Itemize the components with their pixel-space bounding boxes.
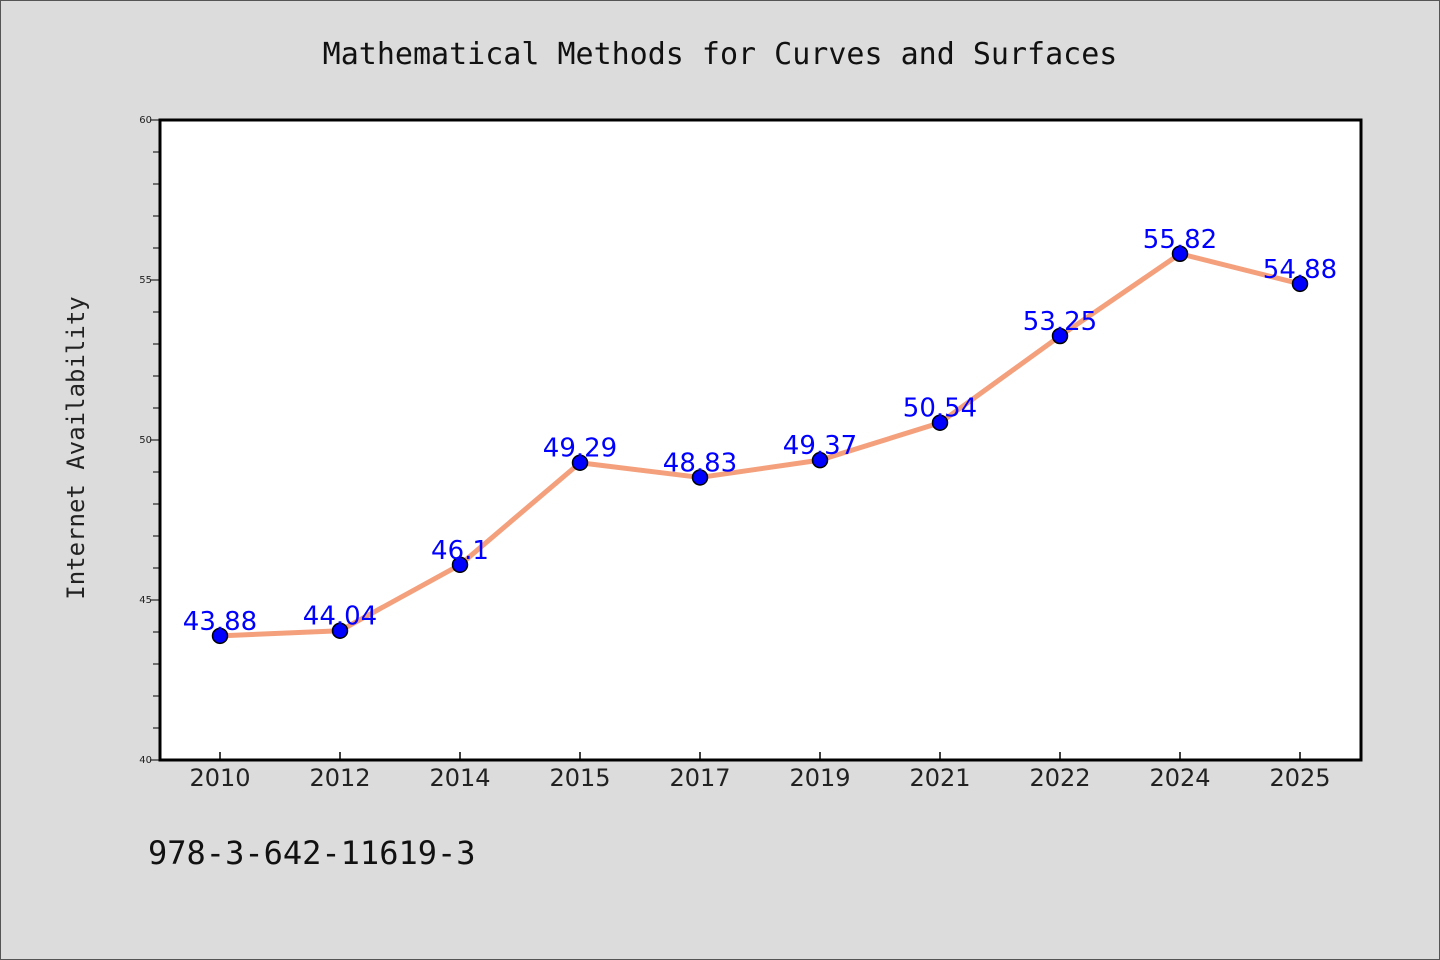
data-label: 55.82: [1143, 225, 1217, 255]
x-tick-label: 2021: [909, 764, 970, 792]
data-point: [1291, 275, 1309, 293]
data-markers: [211, 245, 1309, 645]
plot-area: [158, 118, 1363, 762]
data-label: 49.29: [543, 434, 617, 464]
y-tick-label: 40: [139, 755, 152, 766]
data-point: [571, 454, 589, 471]
data-point: [1171, 245, 1189, 263]
data-label: 48.83: [663, 448, 737, 478]
data-label: 44.04: [303, 602, 377, 632]
data-label: 49.37: [783, 431, 857, 461]
data-point: [1051, 327, 1069, 345]
chart-title: Mathematical Methods for Curves and Surf…: [323, 37, 1118, 72]
y-tick-label: 60: [139, 115, 152, 126]
x-tick-label: 2017: [669, 764, 730, 792]
x-tick-label: 2022: [1029, 764, 1090, 792]
x-tick-label: 2025: [1269, 764, 1330, 792]
data-label: 46.1: [431, 536, 489, 566]
x-tick-label: 2015: [549, 764, 610, 792]
data-point: [931, 414, 949, 431]
x-tick-label: 2024: [1149, 764, 1210, 792]
data-label: 43.88: [183, 607, 257, 637]
x-tick-label: 2010: [189, 764, 250, 792]
data-point: [451, 556, 469, 574]
y-tick-label: 45: [139, 595, 152, 606]
x-tick-label: 2014: [429, 764, 490, 792]
x-tick-label: 2012: [309, 764, 370, 792]
data-point: [211, 627, 229, 645]
data-point: [331, 622, 349, 639]
y-axis: 40 45 50 55 60: [139, 115, 160, 766]
data-point: [811, 451, 829, 469]
x-axis: 2010 2012 2014 2015 2017 2019 2021 2022 2024 2025: [189, 752, 1331, 792]
y-tick-label: 55: [139, 275, 152, 286]
data-point: [691, 469, 709, 486]
footnote-isbn: 978-3-642-11619-3: [148, 834, 476, 872]
y-axis-label: Internet Availability: [62, 296, 90, 599]
data-label: 53.25: [1023, 307, 1097, 337]
data-label: 50.54: [903, 394, 977, 424]
series-line: [217, 251, 1303, 639]
data-labels: 43.88 44.04 46.1 49.29 48.83 49.37 50.54 53.25 5…: [183, 225, 1337, 637]
x-tick-label: 2019: [789, 764, 850, 792]
series-line-group: [217, 251, 1303, 639]
data-label: 54.88: [1263, 255, 1337, 285]
y-tick-label: 50: [139, 435, 152, 446]
